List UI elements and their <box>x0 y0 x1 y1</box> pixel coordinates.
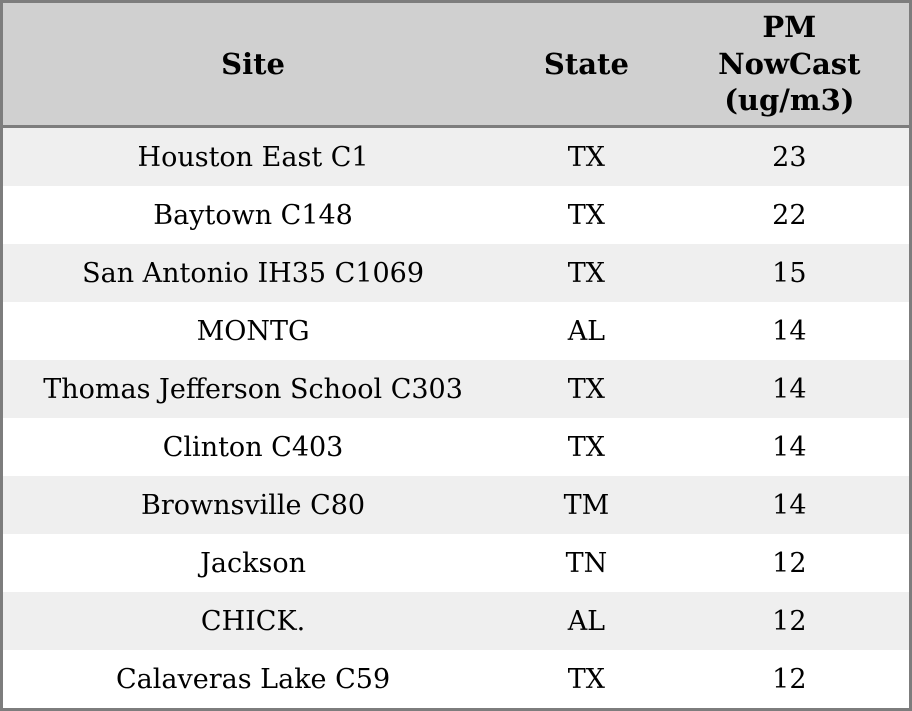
cell-site: CHICK. <box>1 592 504 650</box>
cell-state: AL <box>503 302 670 360</box>
table-row: Baytown C148 TX 22 <box>1 186 911 244</box>
table-row: Clinton C403 TX 14 <box>1 418 911 476</box>
table-header-row: Site State PM NowCast (ug/m3) <box>1 1 911 128</box>
cell-site: Baytown C148 <box>1 186 504 244</box>
cell-state: TX <box>503 650 670 710</box>
cell-state: TX <box>503 418 670 476</box>
cell-value: 14 <box>669 302 911 360</box>
cell-state: TX <box>503 126 670 186</box>
cell-value: 14 <box>669 476 911 534</box>
column-header-pm-nowcast: PM NowCast (ug/m3) <box>669 1 911 128</box>
column-header-state: State <box>503 1 670 128</box>
cell-value: 14 <box>669 360 911 418</box>
cell-site: Thomas Jefferson School C303 <box>1 360 504 418</box>
cell-site: Houston East C1 <box>1 126 504 186</box>
cell-value: 23 <box>669 126 911 186</box>
cell-site: Brownsville C80 <box>1 476 504 534</box>
table-row: CHICK. AL 12 <box>1 592 911 650</box>
cell-site: Jackson <box>1 534 504 592</box>
cell-state: TX <box>503 360 670 418</box>
cell-state: TX <box>503 244 670 302</box>
table-row: Jackson TN 12 <box>1 534 911 592</box>
table-body: Houston East C1 TX 23 Baytown C148 TX 22 San A… <box>1 126 911 710</box>
cell-site: Calaveras Lake C59 <box>1 650 504 710</box>
cell-value: 15 <box>669 244 911 302</box>
table-row: Brownsville C80 TM 14 <box>1 476 911 534</box>
cell-state: AL <box>503 592 670 650</box>
table-row: Calaveras Lake C59 TX 12 <box>1 650 911 710</box>
cell-site: MONTG <box>1 302 504 360</box>
table-row: Houston East C1 TX 23 <box>1 126 911 186</box>
cell-value: 12 <box>669 650 911 710</box>
table-row: Thomas Jefferson School C303 TX 14 <box>1 360 911 418</box>
cell-state: TM <box>503 476 670 534</box>
cell-site: San Antonio IH35 C1069 <box>1 244 504 302</box>
table-header: Site State PM NowCast (ug/m3) <box>1 1 911 128</box>
column-header-site: Site <box>1 1 504 128</box>
cell-value: 14 <box>669 418 911 476</box>
cell-state: TX <box>503 186 670 244</box>
cell-state: TN <box>503 534 670 592</box>
table-row: San Antonio IH35 C1069 TX 15 <box>1 244 911 302</box>
cell-value: 12 <box>669 534 911 592</box>
cell-site: Clinton C403 <box>1 418 504 476</box>
table-row: MONTG AL 14 <box>1 302 911 360</box>
cell-value: 22 <box>669 186 911 244</box>
cell-value: 12 <box>669 592 911 650</box>
